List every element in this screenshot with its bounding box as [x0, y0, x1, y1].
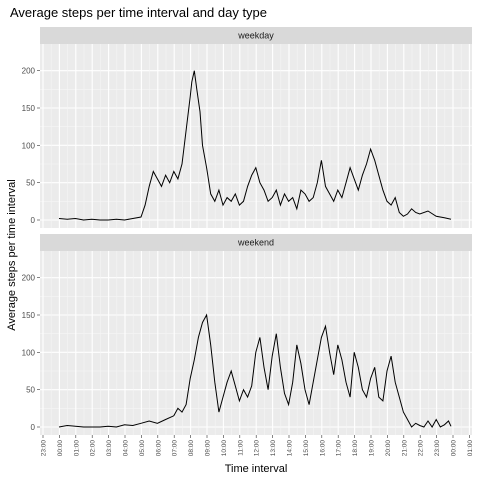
x-tick-label: 21:00 [401, 440, 408, 457]
x-tick-label: 11:00 [237, 440, 244, 456]
y-ticks-weekend: 0 50 100 150 200 [22, 274, 40, 432]
x-tick-label: 09:00 [205, 440, 212, 457]
strip-label-weekend: weekend [237, 238, 274, 248]
series-line-weekend [58, 313, 452, 428]
y-axis-label: Average steps per time interval [6, 179, 18, 330]
chart-title: Average steps per time interval and day … [10, 5, 267, 20]
x-tick-label: 00:00 [451, 440, 458, 457]
x-tick-label: 01:00 [467, 440, 474, 457]
x-tick-label: 00:00 [57, 440, 64, 457]
y-tick-label: 50 [26, 386, 35, 395]
x-tick-label: 16:00 [319, 440, 326, 457]
x-tick-label: 12:00 [254, 440, 261, 457]
x-tick-label: 04:00 [123, 440, 130, 457]
y-ticks-weekday: 0 50 100 150 200 [22, 67, 40, 225]
x-tick-label: 22:00 [418, 440, 425, 457]
y-tick-label: 150 [22, 311, 36, 320]
x-tick-label: 17:00 [336, 440, 343, 457]
y-tick-label: 100 [22, 141, 36, 150]
y-tick-label: 0 [31, 423, 36, 432]
x-tick-label: 18:00 [352, 440, 359, 457]
panel-grid-weekday [40, 44, 472, 228]
x-tick-label: 13:00 [270, 440, 277, 457]
y-tick-label: 200 [22, 274, 36, 283]
x-tick-label: 03:00 [106, 440, 113, 457]
x-tick-label: 06:00 [155, 440, 162, 457]
x-tick-label: 01:00 [73, 440, 80, 457]
strip-weekend-background [40, 234, 472, 251]
x-axis-ticks: 23:00 00:00 01:00 02:00 03:00 04:00 05:00 06:00… [41, 435, 474, 456]
x-tick-label: 19:00 [369, 440, 376, 457]
x-tick-label: 05:00 [139, 440, 146, 457]
x-tick-label: 02:00 [90, 440, 97, 457]
y-tick-label: 200 [22, 67, 36, 76]
x-tick-label: 20:00 [385, 440, 392, 457]
series-line-weekday [58, 70, 452, 221]
x-tick-label: 23:00 [41, 440, 48, 457]
y-tick-label: 0 [31, 216, 36, 225]
y-tick-label: 100 [22, 348, 36, 357]
panel-grid-weekend [40, 251, 472, 435]
x-tick-label: 15:00 [303, 440, 310, 457]
x-tick-label: 14:00 [287, 440, 294, 457]
x-tick-label: 07:00 [172, 440, 179, 457]
x-tick-label: 23:00 [434, 440, 441, 457]
strip-weekday-background [40, 27, 472, 44]
x-tick-label: 08:00 [188, 440, 195, 457]
strip-label-weekday: weekday [237, 31, 274, 41]
x-axis-label: Time interval [225, 463, 288, 475]
y-tick-label: 150 [22, 104, 36, 113]
x-tick-label: 10:00 [221, 440, 228, 457]
y-tick-label: 50 [26, 179, 35, 188]
